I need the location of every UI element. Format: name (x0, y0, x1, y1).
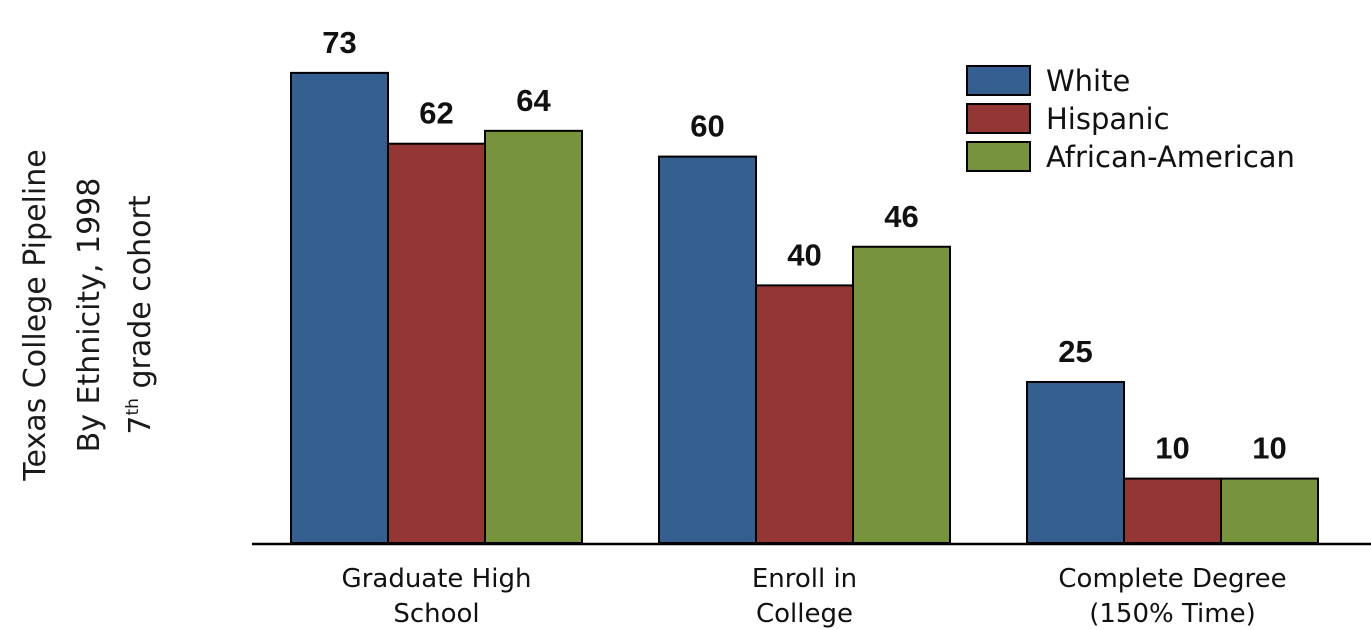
bar-white-1 (290, 71, 389, 544)
value-label-white-1: 73 (322, 25, 356, 60)
value-label-white-3: 25 (1058, 334, 1092, 369)
category-label-1-line-2: School (393, 599, 479, 629)
legend-label-white: White (1046, 64, 1130, 98)
value-label-hispanic-3: 10 (1155, 431, 1189, 466)
y-axis-title-line-3: 7th grade cohort (123, 195, 158, 434)
category-label-2-line-1: Enroll in (752, 564, 857, 594)
bar-hispanic-1 (387, 142, 486, 544)
legend-label-african-american: African-American (1046, 140, 1295, 174)
y-axis-title-line-3-rest: grade cohort (123, 195, 158, 398)
legend-swatch-white (966, 65, 1031, 96)
value-label-hispanic-1: 62 (419, 96, 453, 131)
bar-hispanic-3 (1123, 477, 1222, 545)
category-label-3-line-1: Complete Degree (1058, 564, 1286, 594)
value-label-african-american-2: 46 (884, 199, 918, 234)
legend-label-hispanic: Hispanic (1046, 102, 1170, 136)
bar-african-american-2 (852, 245, 951, 544)
category-label-3: Complete Degree (150% Time) (1058, 564, 1286, 629)
y-axis-title-line-3-superscript: th (123, 398, 143, 415)
legend-swatch-african-american (966, 141, 1031, 172)
y-axis-title-line-2: By Ethnicity, 1998 (72, 178, 107, 453)
value-labels: 73 60 25 62 40 10 64 46 10 (322, 25, 1286, 466)
category-label-2-line-2: College (756, 599, 853, 629)
y-axis-title: Texas College Pipeline By Ethnicity, 199… (18, 149, 158, 481)
legend-swatch-hispanic (966, 103, 1031, 134)
value-label-african-american-1: 64 (516, 83, 551, 118)
y-axis-title-line-3-number: 7 (123, 416, 158, 435)
legend: White Hispanic African-American (966, 64, 1295, 174)
category-label-1-line-1: Graduate High (342, 564, 532, 594)
category-labels: Graduate High School Enroll in College Compl… (342, 564, 1287, 629)
bar-hispanic-2 (755, 284, 854, 544)
bar-white-2 (658, 155, 757, 544)
category-label-1: Graduate High School (342, 564, 532, 629)
value-label-hispanic-2: 40 (787, 237, 821, 272)
category-label-2: Enroll in College (752, 564, 857, 629)
bar-african-american-3 (1220, 477, 1319, 545)
category-label-3-line-2: (150% Time) (1089, 599, 1256, 629)
bars (290, 71, 1319, 545)
bar-african-american-1 (484, 129, 583, 544)
bar-white-3 (1026, 381, 1125, 544)
y-axis-title-line-1: Texas College Pipeline (18, 149, 53, 481)
value-label-african-american-3: 10 (1252, 431, 1286, 466)
value-label-white-2: 60 (690, 109, 724, 144)
